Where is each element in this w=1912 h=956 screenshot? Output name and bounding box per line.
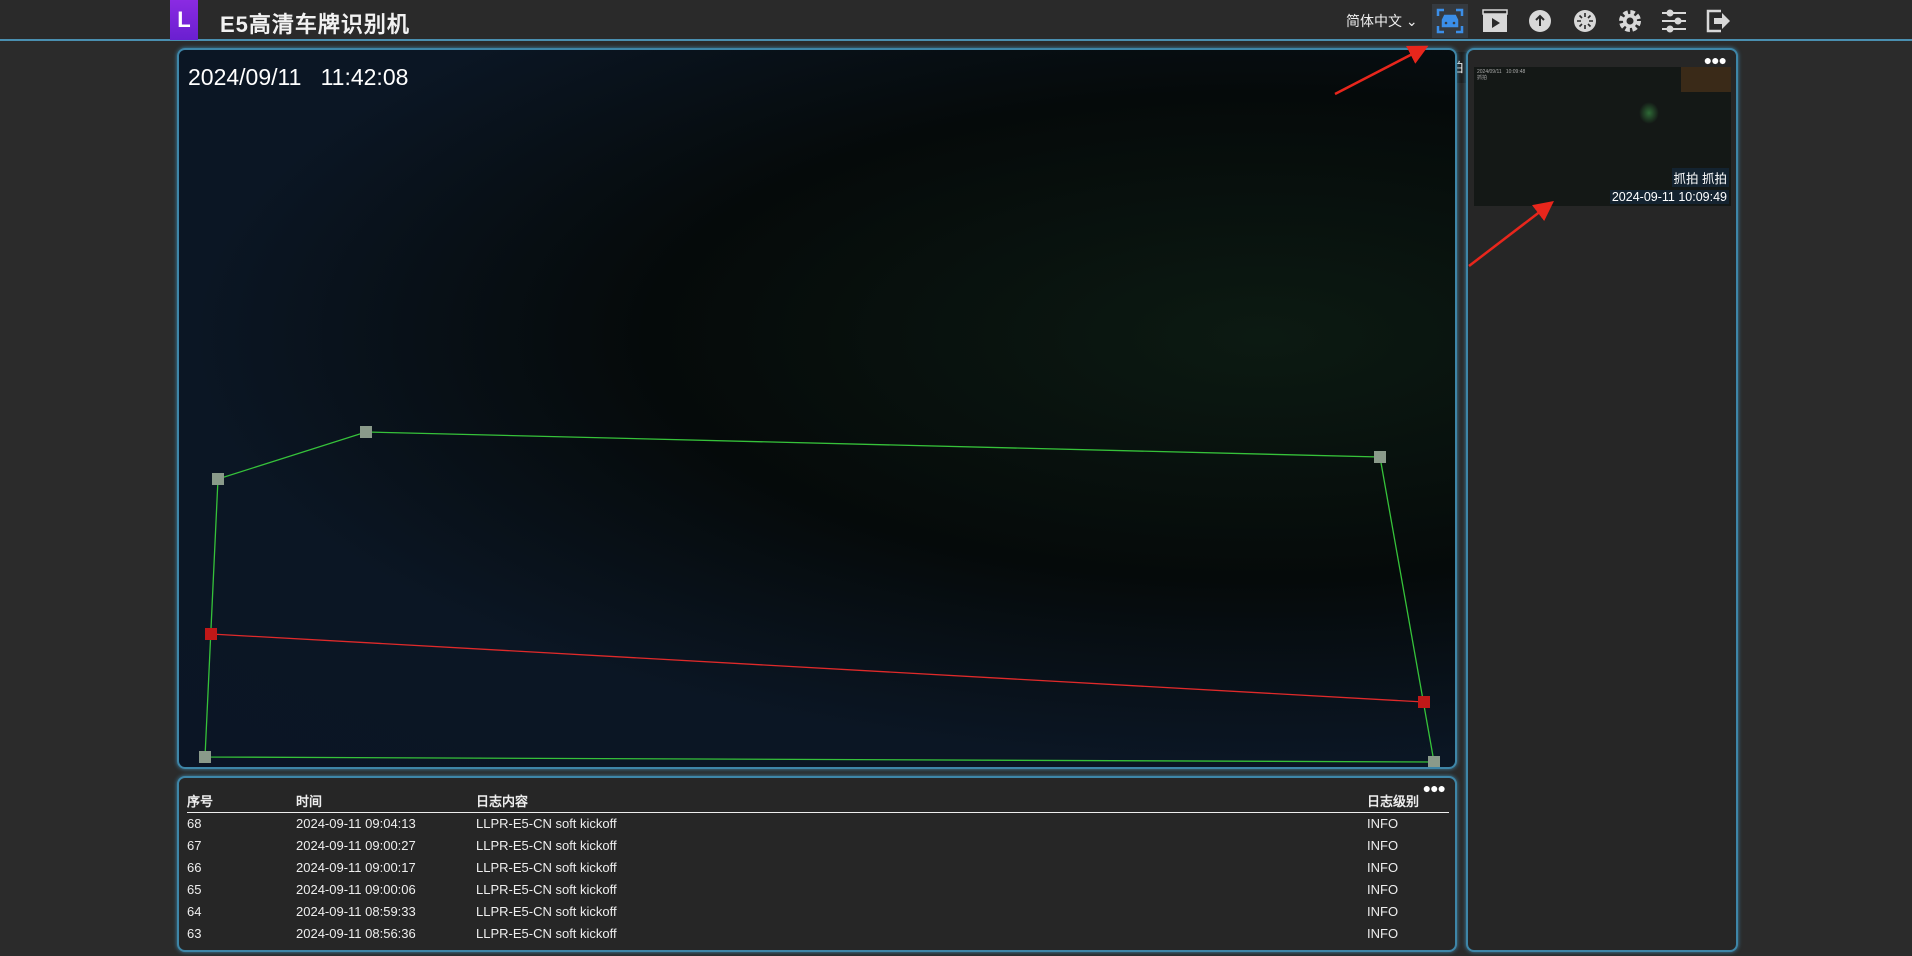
- row-index: 68: [187, 815, 202, 831]
- zone-handle[interactable]: [1374, 451, 1386, 463]
- table-row[interactable]: 68 2024-09-11 09:04:13 LLPR-E5-CN soft kic…: [187, 812, 1449, 834]
- trigger-line: [210, 633, 1425, 703]
- log-table: 序号 时间 日志内容 日志级别 68 2024-09-11 09:04:13 LLP…: [187, 790, 1449, 944]
- row-level: INFO: [1367, 815, 1399, 831]
- upload-button[interactable]: [1522, 4, 1558, 38]
- refresh-button[interactable]: [1567, 4, 1603, 38]
- language-select[interactable]: 简体中文 ⌄: [1346, 11, 1418, 31]
- logout-icon: [1706, 9, 1730, 33]
- row-level: INFO: [1367, 881, 1399, 897]
- zone-handle[interactable]: [1428, 756, 1440, 768]
- settings-icon: [1619, 10, 1641, 32]
- row-level: INFO: [1367, 837, 1399, 853]
- row-content: LLPR-E5-CN soft kickoff: [476, 903, 617, 919]
- detection-zone-polygon: [204, 431, 1435, 763]
- capture-button[interactable]: [1432, 4, 1468, 38]
- row-level: INFO: [1367, 903, 1399, 919]
- snapshot-thumbnail[interactable]: 2024/09/11 10:09:48 抓拍 抓拍 抓拍 2024-09-11 …: [1474, 67, 1731, 206]
- col-time: 时间: [296, 790, 476, 813]
- app-title: E5高清车牌识别机: [220, 12, 410, 37]
- zone-handle[interactable]: [360, 426, 372, 438]
- row-index: 67: [187, 837, 202, 853]
- row-time: 2024-09-11 08:56:36: [296, 925, 416, 941]
- loading-icon: [1574, 10, 1596, 32]
- trigger-handle[interactable]: [205, 628, 217, 640]
- thumbnail-mini-label: 抓拍: [1477, 75, 1488, 81]
- live-video-panel[interactable]: 2024/09/11 11:42:08: [177, 48, 1457, 769]
- row-level: INFO: [1367, 859, 1399, 875]
- zone-handle[interactable]: [212, 473, 224, 485]
- chevron-down-icon: ⌄: [1405, 13, 1418, 29]
- row-time: 2024-09-11 09:00:17: [296, 859, 416, 875]
- table-row[interactable]: 63 2024-09-11 08:56:36 LLPR-E5-CN soft kic…: [187, 922, 1449, 944]
- row-time: 2024-09-11 09:04:13: [296, 815, 416, 831]
- video-timestamp: 2024/09/11 11:42:08: [188, 64, 409, 90]
- language-label: 简体中文: [1346, 13, 1402, 29]
- table-row[interactable]: 64 2024-09-11 08:59:33 LLPR-E5-CN soft kic…: [187, 900, 1449, 922]
- row-content: LLPR-E5-CN soft kickoff: [476, 881, 617, 897]
- sliders-icon: [1662, 9, 1686, 33]
- row-index: 64: [187, 903, 202, 919]
- settings-button[interactable]: [1612, 4, 1648, 38]
- thumbnail-light: [1639, 102, 1659, 124]
- trigger-handle[interactable]: [1418, 696, 1430, 708]
- playback-button[interactable]: [1477, 4, 1513, 38]
- row-content: LLPR-E5-CN soft kickoff: [476, 815, 617, 831]
- adjust-button[interactable]: [1656, 4, 1692, 38]
- upload-icon: [1529, 10, 1551, 32]
- col-level: 日志级别: [1367, 790, 1449, 813]
- detection-zone-overlay[interactable]: [177, 48, 1457, 767]
- row-content: LLPR-E5-CN soft kickoff: [476, 925, 617, 941]
- snapshot-time: 2024-09-11 10:09:49: [1609, 190, 1729, 204]
- zone-handle[interactable]: [199, 751, 211, 763]
- row-index: 66: [187, 859, 202, 875]
- logout-button[interactable]: [1700, 4, 1736, 38]
- row-time: 2024-09-11 08:59:33: [296, 903, 416, 919]
- more-options-icon[interactable]: ●●●: [1703, 52, 1727, 68]
- table-header: 序号 时间 日志内容 日志级别: [187, 790, 1449, 813]
- log-panel: ●●● 序号 时间 日志内容 日志级别 68 2024-09-11 09:04:1…: [177, 776, 1457, 952]
- thumbnail-mini-time: 2024/09/11 10:09:48: [1477, 69, 1526, 75]
- col-content: 日志内容: [476, 790, 1367, 813]
- row-level: INFO: [1367, 925, 1399, 941]
- row-content: LLPR-E5-CN soft kickoff: [476, 837, 617, 853]
- logo: L: [170, 0, 198, 40]
- capture-car-icon: [1436, 8, 1464, 34]
- row-time: 2024-09-11 09:00:06: [296, 881, 416, 897]
- row-index: 63: [187, 925, 202, 941]
- thumbnail-overlay-text: 2024/09/11 10:09:48 抓拍: [1477, 69, 1525, 81]
- row-time: 2024-09-11 09:00:27: [296, 837, 416, 853]
- row-content: LLPR-E5-CN soft kickoff: [476, 859, 617, 875]
- snapshot-panel: ●●● 2024/09/11 10:09:48 抓拍 抓拍 抓拍 2024-09…: [1466, 48, 1738, 952]
- row-index: 65: [187, 881, 202, 897]
- table-row[interactable]: 66 2024-09-11 09:00:17 LLPR-E5-CN soft kic…: [187, 856, 1449, 878]
- table-row[interactable]: 67 2024-09-11 09:00:27 LLPR-E5-CN soft kic…: [187, 834, 1449, 856]
- zone-handles[interactable]: [199, 426, 1440, 768]
- snapshot-type: 抓拍 抓拍: [1671, 168, 1729, 187]
- thumbnail-scene: [1681, 67, 1731, 92]
- col-index: 序号: [187, 790, 296, 813]
- top-bar: L E5高清车牌识别机 简体中文 ⌄: [0, 0, 1912, 41]
- table-row[interactable]: 65 2024-09-11 09:00:06 LLPR-E5-CN soft kic…: [187, 878, 1449, 900]
- video-playback-icon: [1482, 9, 1508, 32]
